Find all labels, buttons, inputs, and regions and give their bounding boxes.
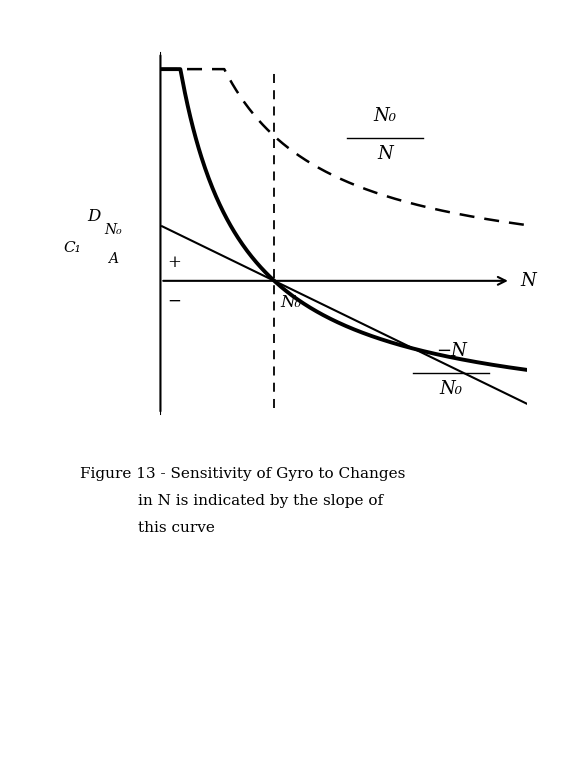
Text: C₁: C₁ bbox=[63, 241, 81, 255]
Text: this curve: this curve bbox=[138, 521, 214, 534]
Text: A: A bbox=[108, 252, 118, 266]
Text: N₀: N₀ bbox=[104, 223, 122, 237]
Text: N₀: N₀ bbox=[374, 107, 397, 125]
Text: in N is indicated by the slope of: in N is indicated by the slope of bbox=[138, 494, 383, 508]
Text: −N: −N bbox=[436, 343, 467, 360]
Text: −: − bbox=[168, 293, 182, 309]
Text: N: N bbox=[377, 145, 393, 163]
Text: N₀: N₀ bbox=[281, 293, 302, 311]
Text: N₀: N₀ bbox=[440, 380, 463, 398]
Text: +: + bbox=[168, 255, 182, 271]
Text: N: N bbox=[520, 272, 536, 290]
Text: Figure 13 - Sensitivity of Gyro to Changes: Figure 13 - Sensitivity of Gyro to Chang… bbox=[80, 467, 406, 481]
Text: D: D bbox=[87, 207, 101, 225]
